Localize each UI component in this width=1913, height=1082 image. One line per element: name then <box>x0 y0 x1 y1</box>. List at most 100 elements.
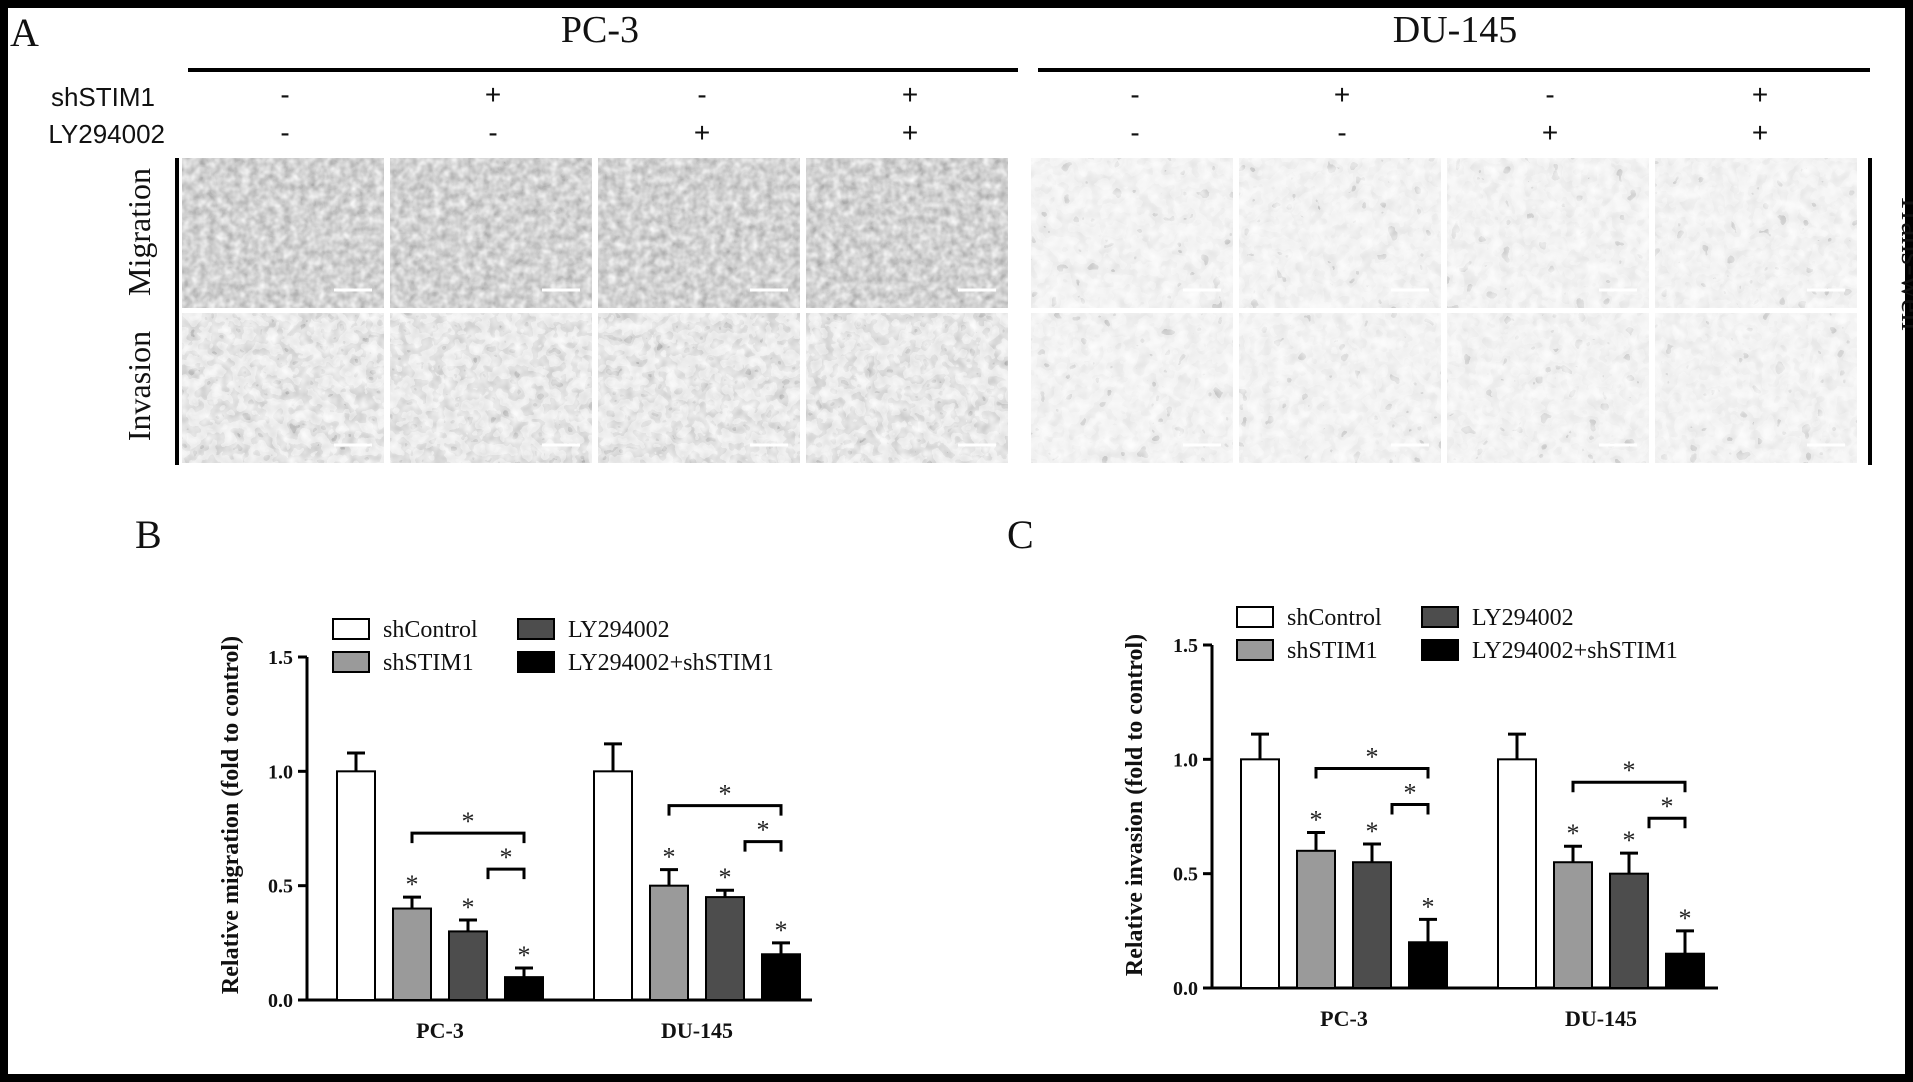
significance-star: * <box>1623 826 1636 855</box>
legend-label: LY294002 <box>1472 605 1574 631</box>
treatment-sign: - <box>488 117 497 148</box>
treatment-sign: + <box>902 79 918 110</box>
x-category-label: PC-3 <box>1320 1006 1368 1031</box>
bracket-star: * <box>1661 792 1674 821</box>
micrograph-tile <box>1031 158 1233 308</box>
y-tick-label: 0.0 <box>1173 978 1198 1000</box>
bar <box>336 770 376 1001</box>
treatment-sign: - <box>1337 117 1346 148</box>
row-label-invasion: Invasion <box>121 331 157 441</box>
significance-star: * <box>518 941 531 970</box>
panel-label-a: A <box>10 10 39 55</box>
bracket-star: * <box>1366 743 1379 772</box>
micrograph-tile <box>1655 158 1857 308</box>
treatment-sign: + <box>902 117 918 148</box>
significance-star: * <box>1366 817 1379 846</box>
bar <box>705 896 745 1001</box>
comparison-bracket <box>1647 816 1687 829</box>
y-tick-label: 1.5 <box>1173 635 1198 657</box>
legend-label: shSTIM1 <box>383 650 474 676</box>
x-category-label: DU-145 <box>661 1018 733 1043</box>
bracket-star: * <box>1623 756 1636 785</box>
legend-swatch <box>1421 606 1459 628</box>
treatment-sign: + <box>1752 79 1768 110</box>
comparison-bracket <box>667 804 783 816</box>
y-tick-label: 0.5 <box>1173 864 1198 886</box>
bar <box>1240 758 1280 989</box>
x-category-label: DU-145 <box>1565 1006 1637 1031</box>
micrograph-tile <box>1655 313 1857 463</box>
micrograph-tile <box>390 158 592 308</box>
micrograph-tile <box>1239 158 1441 308</box>
legend-label: shControl <box>1287 605 1382 631</box>
micrograph-tile <box>182 158 384 308</box>
legend-swatch <box>517 618 555 640</box>
legend-label: shSTIM1 <box>1287 638 1378 664</box>
micrograph-tile <box>598 313 800 463</box>
bar <box>392 907 432 1001</box>
treatment-sign: - <box>280 79 289 110</box>
bracket-star: * <box>757 816 770 845</box>
row-label-ly294002: LY294002 <box>48 119 165 149</box>
treatment-sign: - <box>697 79 706 110</box>
bar <box>448 930 488 1002</box>
treatment-sign: - <box>1130 117 1139 148</box>
comparison-bracket <box>1314 767 1430 779</box>
significance-star: * <box>719 863 732 892</box>
significance-star: * <box>462 893 475 922</box>
significance-star: * <box>663 843 676 872</box>
migration-y-axis-label: Relative migration (fold to control) <box>218 636 244 994</box>
legend-swatch <box>332 618 370 640</box>
comparison-bracket <box>410 831 526 844</box>
bracket-star: * <box>500 843 513 872</box>
panel-label-c: C <box>1007 512 1034 557</box>
bar <box>1352 861 1392 990</box>
treatment-sign: - <box>280 117 289 148</box>
y-tick-label: 0.0 <box>268 990 293 1012</box>
bar <box>1553 861 1593 990</box>
y-tick-label: 1.0 <box>268 761 293 783</box>
invasion-chart: Relative invasion (fold to control) 0.0 0… <box>1122 605 1718 1031</box>
treatment-sign: + <box>694 117 710 148</box>
comparison-bracket <box>1390 803 1430 815</box>
significance-star: * <box>1679 904 1692 933</box>
bar <box>593 770 633 1001</box>
group-title-pc3: PC-3 <box>561 9 639 51</box>
significance-star: * <box>1422 892 1435 921</box>
bracket-star: * <box>719 780 732 809</box>
legend-swatch <box>1236 639 1274 661</box>
invasion-y-axis-label: Relative invasion (fold to control) <box>1122 634 1148 976</box>
y-tick-label: 0.5 <box>268 876 293 898</box>
comparison-bracket <box>486 867 526 880</box>
micrograph-tile <box>1239 313 1441 463</box>
treatment-sign: - <box>1130 79 1139 110</box>
micrograph-tile <box>390 313 592 463</box>
legend-swatch <box>1421 639 1459 661</box>
micrograph-tile <box>806 313 1008 463</box>
legend-swatch <box>332 651 370 673</box>
significance-star: * <box>406 870 419 899</box>
micrograph-tile <box>1447 313 1649 463</box>
legend-label: LY294002+shSTIM1 <box>568 650 774 676</box>
bracket-star: * <box>1404 779 1417 808</box>
significance-star: * <box>1567 819 1580 848</box>
legend-label: LY294002 <box>568 617 670 643</box>
y-tick-label: 1.5 <box>268 647 293 669</box>
micrograph-grid <box>175 158 1872 465</box>
legend-label: shControl <box>383 617 478 643</box>
treatment-signs: - + - + - + - + - - + + - - + + <box>280 79 1768 148</box>
significance-star: * <box>1310 806 1323 835</box>
comparison-bracket <box>1571 780 1687 793</box>
bar <box>761 953 801 1001</box>
micrograph-tile <box>806 158 1008 308</box>
treatment-sign: - <box>1545 79 1554 110</box>
row-label-migration: Migration <box>121 168 157 296</box>
y-tick-label: 1.0 <box>1173 749 1198 771</box>
legend-label: LY294002+shSTIM1 <box>1472 638 1678 664</box>
x-category-label: PC-3 <box>416 1018 464 1043</box>
treatment-sign: + <box>1334 79 1350 110</box>
legend-swatch <box>517 651 555 673</box>
bar <box>1408 941 1448 989</box>
bar <box>1665 952 1705 990</box>
